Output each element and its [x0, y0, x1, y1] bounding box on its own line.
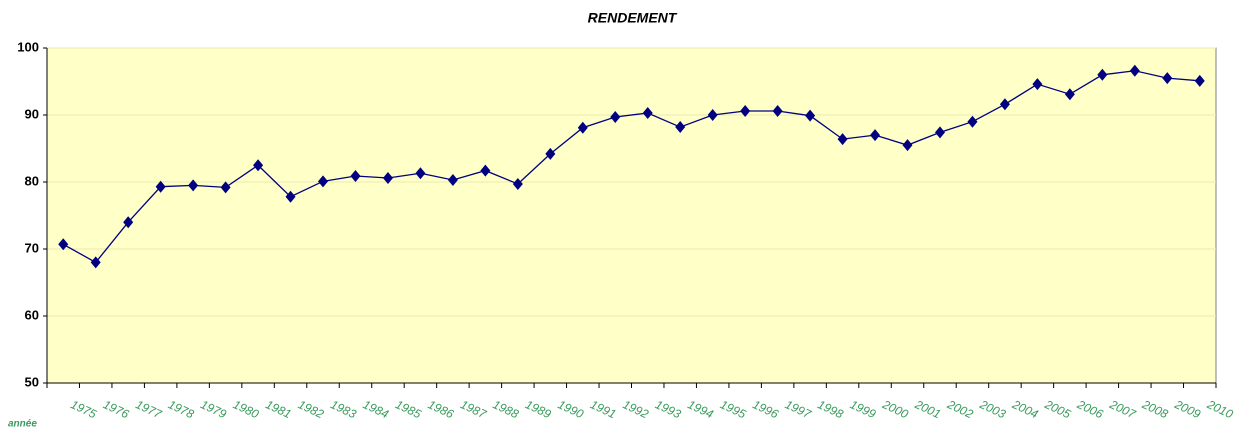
y-tick-label: 90	[25, 106, 39, 121]
data-point	[610, 111, 621, 124]
data-point	[350, 169, 361, 182]
data-point	[123, 216, 134, 229]
data-line	[62, 70, 1200, 264]
x-tick-label: 1985	[393, 397, 423, 421]
y-tick-label: 80	[25, 173, 39, 188]
x-axis-label: année	[8, 419, 37, 430]
x-tick-label: 1993	[653, 397, 683, 421]
x-tick-label: 2003	[977, 397, 1008, 422]
x-tick-label: 2002	[944, 397, 975, 422]
x-tick-label: 1992	[621, 397, 651, 421]
data-point	[967, 115, 978, 128]
x-tick-label: 1980	[231, 397, 261, 421]
x-tick-label: 2007	[1107, 397, 1139, 422]
x-tick-label: 2000	[879, 397, 910, 422]
x-tick-label: 2009	[1172, 397, 1203, 422]
data-point	[155, 180, 166, 193]
data-point	[837, 133, 848, 146]
y-tick-label: 100	[17, 39, 39, 54]
x-tick-label: 2001	[912, 397, 943, 421]
data-point	[545, 147, 556, 160]
x-tick-label: 1986	[426, 397, 456, 421]
data-point	[1032, 78, 1043, 91]
x-tick-label: 1996	[750, 397, 780, 421]
data-point	[58, 238, 69, 251]
x-tick-label: 1990	[556, 397, 586, 421]
data-point	[707, 109, 718, 121]
chart-title: RENDEMENT	[588, 10, 678, 26]
data-point	[1097, 68, 1108, 81]
data-point	[999, 98, 1010, 111]
data-point	[512, 178, 523, 191]
plot-area	[46, 47, 1217, 384]
data-point	[805, 109, 816, 122]
x-tick-label: 1983	[328, 397, 358, 421]
data-point	[253, 159, 264, 172]
x-tick-label: 1987	[458, 397, 489, 422]
y-tick-label: 70	[25, 240, 39, 255]
x-tick-label: 1991	[588, 397, 618, 421]
data-point	[447, 173, 458, 186]
x-tick-label: 1995	[718, 397, 748, 421]
data-point	[220, 181, 231, 194]
x-tick-label: 2005	[1042, 397, 1073, 422]
data-point	[740, 104, 751, 117]
data-point	[382, 171, 393, 184]
data-point	[1162, 72, 1173, 85]
data-point	[1064, 88, 1075, 101]
data-point	[188, 179, 199, 192]
x-tick-label: 2008	[1139, 397, 1170, 422]
data-point	[90, 256, 101, 269]
data-point	[642, 106, 653, 119]
x-tick-label: 1988	[491, 397, 521, 421]
data-point	[902, 139, 913, 152]
y-tick-label: 60	[25, 307, 39, 322]
x-tick-label: 1975	[69, 397, 99, 421]
data-point	[1129, 64, 1140, 77]
data-point	[577, 121, 588, 134]
x-tick-label: 1997	[783, 397, 814, 422]
data-point	[480, 164, 491, 177]
x-tick-label: 1982	[296, 397, 326, 421]
data-point	[1194, 74, 1205, 87]
data-point	[934, 126, 945, 139]
x-tick-label: 2010	[1204, 397, 1235, 422]
x-tick-label: 2006	[1074, 397, 1105, 422]
x-tick-label: 1984	[361, 397, 391, 421]
x-tick-label: 1998	[815, 397, 845, 421]
data-point	[285, 190, 296, 203]
x-tick-label: 1981	[263, 397, 293, 421]
x-tick-label: 1999	[848, 397, 878, 421]
data-point	[318, 175, 329, 188]
data-point	[675, 121, 686, 134]
x-tick-label: 1979	[198, 397, 228, 421]
x-tick-label: 1989	[523, 397, 553, 421]
data-point	[415, 167, 426, 180]
x-tick-label: 1977	[133, 397, 164, 422]
x-tick-label: 1994	[685, 397, 715, 421]
x-tick-label: 1976	[101, 397, 131, 421]
x-tick-label: 1978	[166, 397, 196, 421]
y-tick-label: 50	[25, 374, 39, 389]
data-point	[870, 129, 881, 142]
data-point	[772, 104, 783, 117]
x-tick-label: 2004	[1009, 397, 1040, 422]
